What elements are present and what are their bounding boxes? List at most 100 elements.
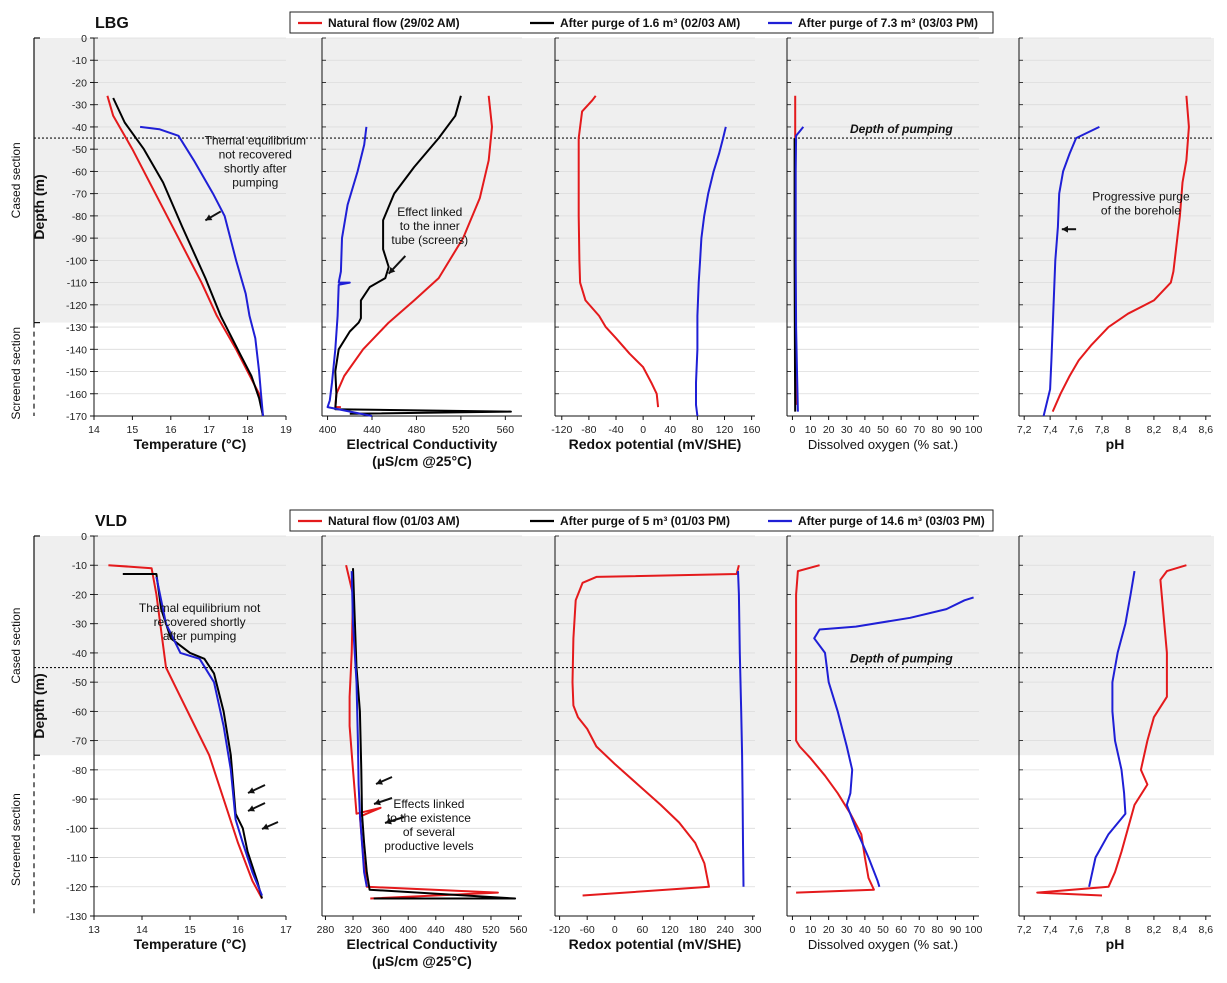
x-tick-label: 560 (510, 924, 528, 936)
x-tick-label: 7,8 (1095, 424, 1110, 436)
series-line (793, 138, 797, 412)
site-label: VLD (95, 513, 127, 530)
x-axis-label: Dissolved oxygen (% sat.) (808, 437, 958, 452)
x-tick-label: 320 (344, 924, 362, 936)
series-line (352, 568, 517, 900)
legend-box (289, 509, 994, 532)
x-tick-label: 480 (455, 924, 473, 936)
x-tick-label: 8,2 (1147, 424, 1162, 436)
x-tick-label: 30 (841, 424, 853, 436)
series-line (350, 571, 368, 887)
x-tick-label: 13 (88, 924, 100, 936)
cased-section-band (34, 38, 1214, 323)
annotation-arrowhead (248, 787, 255, 794)
annotation-text: of the borehole (1101, 203, 1181, 217)
series-line (1036, 564, 1187, 897)
y-tick-label: -130 (66, 322, 87, 334)
chart-vld: Depth of pumping VLD 0 -10 -20 -30 -40 -50 -60 -7… (9, 509, 1214, 969)
x-tick-label: 60 (637, 924, 649, 936)
legend-label: After purge of 1.6 m³ (02/03 AM) (560, 16, 740, 30)
annotation-arrowhead (376, 778, 383, 785)
legend-label: After purge of 5 m³ (01/03 PM) (560, 514, 730, 528)
series-line (795, 564, 875, 894)
x-tick-label: 240 (716, 924, 734, 936)
annotation-text: Effects linked (393, 797, 464, 811)
x-tick-label: 400 (319, 424, 337, 436)
x-tick-label: 0 (612, 924, 618, 936)
y-tick-label: -110 (67, 278, 87, 290)
x-tick-label: 440 (363, 424, 381, 436)
x-axis-label: Redox potential (mV/SHE) (569, 436, 742, 452)
x-tick-label: 80 (692, 424, 704, 436)
x-axis-label: Temperature (°C) (134, 436, 247, 452)
annotation-arrowhead (262, 823, 269, 830)
series-line (1042, 125, 1100, 417)
x-tick-label: 0 (640, 424, 646, 436)
x-tick-label: 90 (950, 924, 962, 936)
panel-ec: 280 320 360 400 440 480 520 560 Electrical Condu… (317, 535, 528, 969)
annotation-text: tube (screens) (391, 233, 468, 247)
annotation-text: pumping (232, 176, 278, 190)
x-tick-label: -80 (581, 424, 596, 436)
x-tick-label: 100 (965, 924, 983, 936)
x-tick-label: 120 (661, 924, 679, 936)
y-tick-label: -150 (66, 367, 87, 379)
y-tick-label: -160 (66, 389, 87, 401)
panel-do: 0 10 20 30 40 50 60 70 80 90 100 Dissolved oxygen (… (786, 37, 983, 452)
x-tick-label: -40 (608, 424, 623, 436)
panel-t: 13 14 15 16 17 Temperature (°C) Themal equilib… (88, 535, 292, 952)
x-tick-label: 60 (895, 424, 907, 436)
y-tick-label: -50 (72, 677, 87, 689)
x-tick-label: 120 (716, 424, 734, 436)
annotation-arrowhead (248, 805, 255, 812)
x-tick-label: 70 (913, 424, 925, 436)
x-tick-label: 10 (805, 424, 817, 436)
x-tick-label: 8,6 (1199, 424, 1214, 436)
x-tick-label: 40 (664, 424, 676, 436)
x-tick-label: 14 (88, 424, 100, 436)
y-tick-label: -130 (66, 911, 87, 923)
x-tick-label: 14 (136, 924, 148, 936)
x-tick-label: 480 (408, 424, 426, 436)
x-tick-label: 0 (790, 424, 796, 436)
x-tick-label: -120 (549, 924, 570, 936)
x-tick-label: 7,6 (1069, 924, 1084, 936)
y-axis-label: Depth (m) (31, 174, 47, 239)
x-tick-label: 60 (895, 924, 907, 936)
x-tick-label: 520 (452, 424, 470, 436)
x-tick-label: 300 (744, 924, 762, 936)
panel-ph: 7,2 7,4 7,6 7,8 8 8,2 8,4 8,6 pH (1017, 535, 1214, 952)
y-tick-label: -70 (72, 189, 87, 201)
pumping-label: Depth of pumping (850, 652, 953, 666)
y-tick-label: 0 (81, 33, 87, 45)
x-tick-label: 90 (950, 424, 962, 436)
x-axis-label: pH (1106, 936, 1125, 952)
pumping-label: Depth of pumping (850, 122, 953, 136)
x-axis-label: Temperature (°C) (134, 936, 247, 952)
y-tick-label: -170 (66, 411, 87, 423)
x-tick-label: 40 (859, 924, 871, 936)
x-tick-label: 19 (280, 424, 292, 436)
panel-do: 0 10 20 30 40 50 60 70 80 90 100 Dissolved oxygen (… (786, 535, 983, 952)
x-tick-label: 8,4 (1173, 924, 1188, 936)
annotation-text: after pumping (163, 629, 236, 643)
x-tick-label: 400 (399, 924, 417, 936)
x-tick-label: 560 (497, 424, 515, 436)
y-tick-label: -110 (67, 853, 87, 865)
x-tick-label: 8,6 (1199, 924, 1214, 936)
legend-label: After purge of 7.3 m³ (03/03 PM) (798, 16, 978, 30)
annotation-text: not recovered (219, 148, 292, 162)
annotation-text: Themal equilibrium (205, 134, 306, 148)
y-tick-label: -40 (72, 648, 87, 660)
series-line (334, 95, 512, 415)
series-line (695, 126, 727, 417)
y-tick-label: -20 (72, 589, 87, 601)
x-tick-label: 100 (965, 424, 983, 436)
series-line (1051, 95, 1190, 413)
legend-label: Natural flow (29/02 AM) (328, 16, 460, 30)
y-tick-label: -30 (72, 619, 87, 631)
x-tick-label: 0 (790, 924, 796, 936)
x-tick-label: 18 (242, 424, 254, 436)
screened-section-label: Screened section (9, 793, 23, 886)
annotation-text: to the existence (387, 811, 471, 825)
